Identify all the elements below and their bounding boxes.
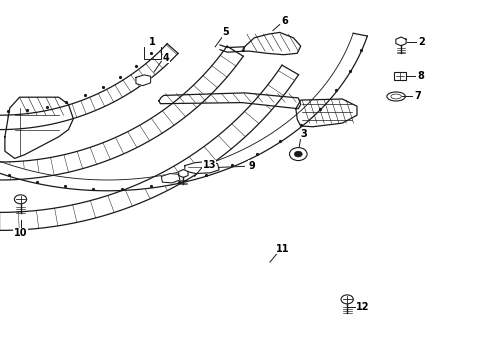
Text: 2: 2: [417, 37, 424, 48]
Text: 11: 11: [275, 244, 289, 254]
Text: 6: 6: [281, 16, 287, 26]
Polygon shape: [395, 37, 405, 46]
Polygon shape: [0, 39, 243, 180]
Circle shape: [294, 151, 302, 157]
Text: 1: 1: [149, 37, 156, 48]
Polygon shape: [161, 174, 180, 183]
Text: 8: 8: [416, 71, 423, 81]
Polygon shape: [0, 20, 178, 130]
Polygon shape: [178, 170, 188, 177]
Text: 4: 4: [163, 53, 169, 63]
Text: 5: 5: [222, 27, 229, 37]
Polygon shape: [5, 97, 73, 158]
Polygon shape: [242, 32, 300, 55]
Polygon shape: [0, 56, 298, 230]
Bar: [393, 72, 406, 80]
Text: 9: 9: [248, 161, 255, 171]
Polygon shape: [295, 99, 356, 127]
Text: 12: 12: [355, 302, 369, 312]
Polygon shape: [159, 93, 300, 109]
Text: 3: 3: [300, 129, 307, 139]
Polygon shape: [136, 75, 150, 86]
Polygon shape: [184, 161, 219, 174]
Text: 7: 7: [413, 91, 420, 101]
Text: 10: 10: [14, 228, 27, 238]
Polygon shape: [0, 33, 366, 191]
Text: 13: 13: [202, 160, 216, 170]
